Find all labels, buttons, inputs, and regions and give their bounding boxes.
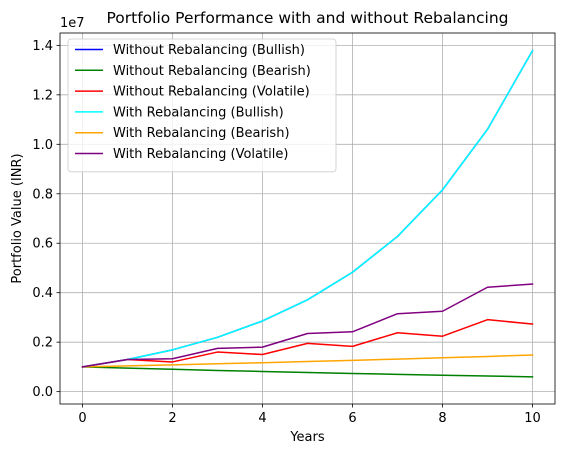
x-axis-label: Years xyxy=(289,430,325,445)
plot-frame xyxy=(59,32,556,405)
tick-marks: 0 2 4 6 8 10 0.0 0.2 0.4 0.6 0.8 1.0 1.2 1.4 xyxy=(32,39,540,426)
legend-label-5: With Rebalancing (Bearish) xyxy=(113,126,290,141)
y-axis-offset-label: 1e7 xyxy=(60,16,85,31)
legend-label-4: With Rebalancing (Bullish) xyxy=(113,105,284,120)
legend-box xyxy=(67,38,337,173)
series-line-2 xyxy=(81,366,534,378)
x-tick-label: 8 xyxy=(438,411,446,426)
x-tick-label: 0 xyxy=(78,411,86,426)
legend: Without Rebalancing (Bullish) Without Reb… xyxy=(67,38,337,173)
chart-title: Portfolio Performance with and without R… xyxy=(106,9,508,27)
series-line-4 xyxy=(81,49,534,368)
series-lines xyxy=(81,49,534,378)
legend-label-1: Without Rebalancing (Bullish) xyxy=(113,43,305,58)
series-line-6 xyxy=(81,283,534,368)
x-tick-label: 2 xyxy=(168,411,176,426)
y-tick-label: 0.0 xyxy=(32,385,53,400)
legend-label-3: Without Rebalancing (Volatile) xyxy=(113,85,310,100)
y-tick-label: 0.8 xyxy=(32,187,53,202)
y-tick-label: 0.6 xyxy=(32,237,53,252)
x-tick-label: 6 xyxy=(348,411,356,426)
y-tick-label: 1.2 xyxy=(32,88,53,103)
x-tick-label: 10 xyxy=(524,411,541,426)
y-tick-label: 0.4 xyxy=(32,286,53,301)
y-tick-label: 0.2 xyxy=(32,336,53,351)
y-tick-label: 1.0 xyxy=(32,138,53,153)
y-tick-label: 1.4 xyxy=(32,39,53,54)
legend-label-6: With Rebalancing (Volatile) xyxy=(113,147,288,162)
series-line-3 xyxy=(81,318,534,368)
axes xyxy=(59,32,556,405)
x-tick-label: 4 xyxy=(258,411,266,426)
legend-label-2: Without Rebalancing (Bearish) xyxy=(113,64,311,79)
series-line-5 xyxy=(81,354,534,368)
y-axis-label: Portfolio Value (INR) xyxy=(10,153,25,283)
